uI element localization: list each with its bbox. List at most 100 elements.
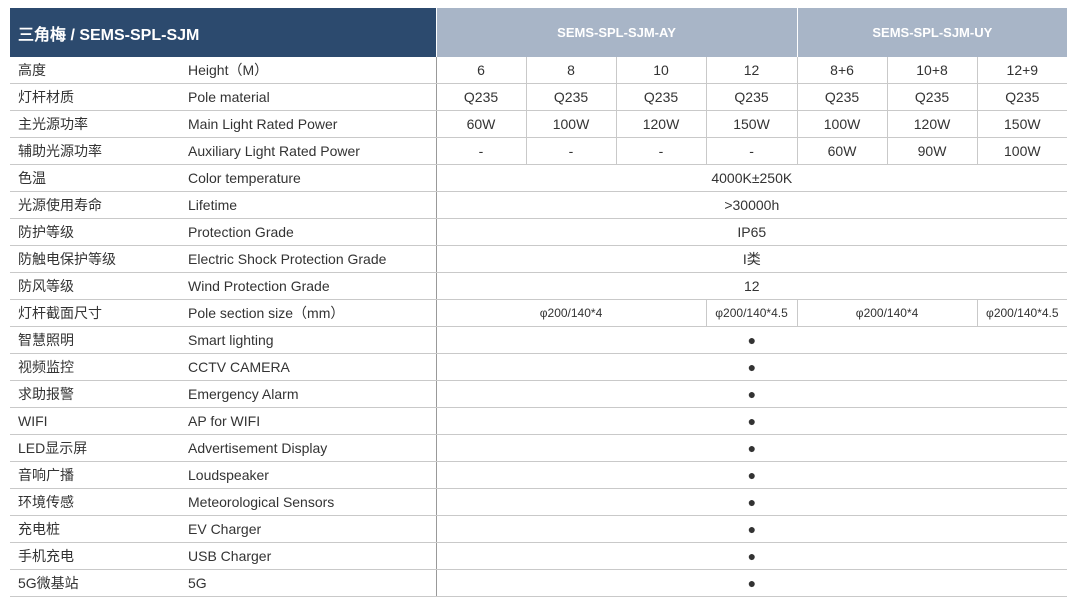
value-cell: ● <box>435 353 1068 381</box>
label-en: Emergency Alarm <box>185 380 437 408</box>
value-cell: φ200/140*4 <box>796 299 978 327</box>
value-cell: Q235 <box>886 83 978 111</box>
value-cell: 10+8 <box>886 57 978 84</box>
table-row: 高度 Height（M） 6 8 10 12 8+6 10+8 12+9 <box>10 57 1068 84</box>
label-en: Color temperature <box>185 164 437 192</box>
table-body: 高度 Height（M） 6 8 10 12 8+6 10+8 12+9 灯杆材质 Pole mat… <box>10 57 1068 597</box>
value-cell: 12+9 <box>976 57 1068 84</box>
value-cell: ● <box>435 488 1068 516</box>
value-cell: ● <box>435 326 1068 354</box>
label-en: Smart lighting <box>185 326 437 354</box>
value-cell: 8+6 <box>796 57 888 84</box>
table-row: 环境传感 Meteorological Sensors ● <box>10 488 1068 516</box>
label-cn: 灯杆截面尺寸 <box>10 299 185 327</box>
table-row: 防触电保护等级 Electric Shock Protection Grade I类 <box>10 245 1068 273</box>
value-cell: Q235 <box>615 83 707 111</box>
value-cell: 100W <box>976 137 1068 165</box>
table-row: 音响广播 Loudspeaker ● <box>10 461 1068 489</box>
label-en: Protection Grade <box>185 218 437 246</box>
header-row: 三角梅 / SEMS-SPL-SJM SEMS-SPL-SJM-AY SEMS-… <box>10 8 1068 57</box>
table-row: 辅助光源功率 Auxiliary Light Rated Power - - - -60W… <box>10 137 1068 165</box>
label-cn: 灯杆材质 <box>10 83 185 111</box>
table-row: 灯杆材质 Pole material Q235 Q235 Q235 Q235 Q235 Q23… <box>10 83 1068 111</box>
label-en: USB Charger <box>185 542 437 570</box>
label-cn: LED显示屏 <box>10 434 185 462</box>
label-en: Auxiliary Light Rated Power <box>185 137 437 165</box>
label-en: Pole material <box>185 83 437 111</box>
label-en: AP for WIFI <box>185 407 437 435</box>
value-cell: 12 <box>435 272 1068 300</box>
label-en: Pole section size（mm） <box>185 299 437 327</box>
table-row: 防护等级 Protection Grade IP65 <box>10 218 1068 246</box>
value-cell: ● <box>435 380 1068 408</box>
label-en: Advertisement Display <box>185 434 437 462</box>
value-cell: 100W <box>796 110 888 138</box>
table-row: 视频监控 CCTV CAMERA ● <box>10 353 1068 381</box>
value-cell: 8 <box>525 57 617 84</box>
value-cell: ● <box>435 515 1068 543</box>
value-cell: 4000K±250K <box>435 164 1068 192</box>
label-cn: 主光源功率 <box>10 110 185 138</box>
label-cn: 环境传感 <box>10 488 185 516</box>
value-cell: Q235 <box>796 83 888 111</box>
value-cell: - <box>705 137 798 165</box>
table-row: LED显示屏 Advertisement Display ● <box>10 434 1068 462</box>
value-cell: >30000h <box>435 191 1068 219</box>
value-cell: Q235 <box>525 83 617 111</box>
label-en: Wind Protection Grade <box>185 272 437 300</box>
label-en: Height（M） <box>185 57 437 84</box>
table-row: WIFI AP for WIFI ● <box>10 407 1068 435</box>
value-cell: φ200/140*4.5 <box>705 299 798 327</box>
value-cell: - <box>525 137 617 165</box>
label-cn: 色温 <box>10 164 185 192</box>
value-cell: I类 <box>435 245 1068 273</box>
group-header: SEMS-SPL-SJM-UY <box>796 8 1068 57</box>
value-cell: φ200/140*4.5 <box>976 299 1068 327</box>
table-row: 光源使用寿命 Lifetime >30000h <box>10 191 1068 219</box>
label-en: Electric Shock Protection Grade <box>185 245 437 273</box>
value-cell: Q235 <box>435 83 527 111</box>
label-en: Main Light Rated Power <box>185 110 437 138</box>
label-cn: 防护等级 <box>10 218 185 246</box>
label-cn: 高度 <box>10 57 185 84</box>
label-en: 5G <box>185 569 437 597</box>
value-cell: IP65 <box>435 218 1068 246</box>
label-en: Loudspeaker <box>185 461 437 489</box>
table-row: 智慧照明 Smart lighting ● <box>10 326 1068 354</box>
table-row: 主光源功率 Main Light Rated Power 60W 100W 120W 15… <box>10 110 1068 138</box>
label-en: Lifetime <box>185 191 437 219</box>
value-cell: φ200/140*4 <box>435 299 707 327</box>
value-cell: Q235 <box>976 83 1068 111</box>
label-cn: 视频监控 <box>10 353 185 381</box>
label-en: Meteorological Sensors <box>185 488 437 516</box>
label-cn: 手机充电 <box>10 542 185 570</box>
label-cn: 5G微基站 <box>10 569 185 597</box>
value-cell: ● <box>435 542 1068 570</box>
value-cell: ● <box>435 407 1068 435</box>
label-cn: 智慧照明 <box>10 326 185 354</box>
table-row: 5G微基站 5G ● <box>10 569 1068 597</box>
label-en: CCTV CAMERA <box>185 353 437 381</box>
label-cn: WIFI <box>10 407 185 435</box>
value-cell: 90W <box>886 137 978 165</box>
value-cell: ● <box>435 569 1068 597</box>
value-cell: ● <box>435 461 1068 489</box>
value-cell: 120W <box>615 110 707 138</box>
label-en: EV Charger <box>185 515 437 543</box>
table-row: 灯杆截面尺寸 Pole section size（mm） φ200/140*4 φ20… <box>10 299 1068 327</box>
value-cell: 60W <box>435 110 527 138</box>
spec-table: 三角梅 / SEMS-SPL-SJM SEMS-SPL-SJM-AY SEMS-… <box>10 8 1068 597</box>
value-cell: - <box>435 137 527 165</box>
label-cn: 光源使用寿命 <box>10 191 185 219</box>
value-cell: 150W <box>705 110 798 138</box>
table-row: 防风等级 Wind Protection Grade 12 <box>10 272 1068 300</box>
table-row: 充电桩 EV Charger ● <box>10 515 1068 543</box>
value-cell: 120W <box>886 110 978 138</box>
value-cell: ● <box>435 434 1068 462</box>
label-cn: 充电桩 <box>10 515 185 543</box>
table-title: 三角梅 / SEMS-SPL-SJM <box>10 8 437 57</box>
table-row: 色温 Color temperature 4000K±250K <box>10 164 1068 192</box>
value-cell: 100W <box>525 110 617 138</box>
table-row: 手机充电 USB Charger ● <box>10 542 1068 570</box>
